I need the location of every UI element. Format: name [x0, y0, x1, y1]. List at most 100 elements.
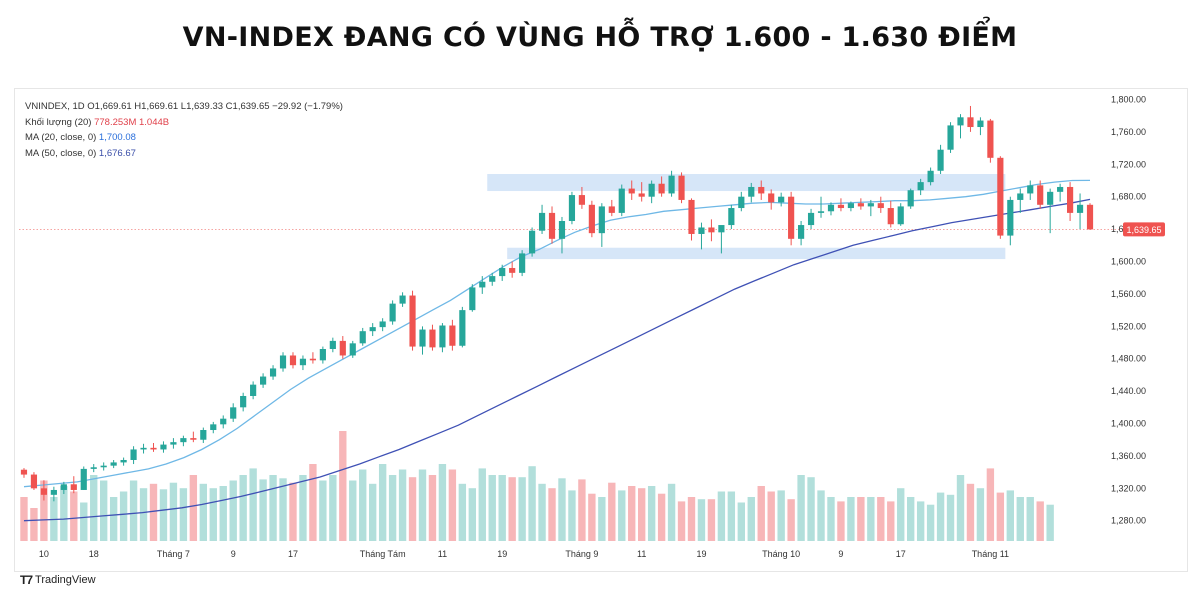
volume-bar	[976, 488, 985, 541]
candle-body	[718, 225, 725, 233]
volume-bar	[727, 491, 736, 541]
volume-bar	[99, 480, 108, 541]
x-tick-label: 19	[696, 549, 706, 559]
tradingview-label: TradingView	[35, 574, 96, 586]
candle-body	[947, 125, 954, 150]
y-tick-label: 1,400.00	[1111, 419, 1146, 429]
volume-bar	[259, 479, 267, 541]
candle-body	[807, 212, 815, 226]
candle-body	[548, 212, 556, 239]
candle-body	[618, 188, 625, 213]
candle-body	[558, 221, 566, 239]
tradingview-watermark[interactable]: T7 TradingView	[20, 573, 96, 587]
candle-body	[578, 195, 585, 205]
x-tick-label: 17	[288, 549, 298, 559]
volume-bar	[349, 480, 357, 541]
volume-bar	[129, 480, 138, 541]
volume-bar	[90, 475, 98, 541]
volume-bar	[1026, 497, 1034, 541]
candle-body	[538, 212, 546, 231]
y-tick-label: 1,280.00	[1111, 516, 1146, 526]
volume-bar	[936, 492, 945, 541]
volume-bar	[418, 469, 427, 541]
x-tick-label: Tháng 11	[972, 549, 1009, 559]
candle-body	[648, 183, 655, 197]
candle-body	[200, 430, 207, 440]
candle-body	[628, 188, 635, 194]
candle-body	[688, 199, 695, 234]
candle-body	[359, 331, 366, 344]
x-tick-label: 18	[89, 549, 99, 559]
candle-body	[369, 327, 376, 332]
volume-bar	[647, 486, 656, 541]
volume-bar	[478, 468, 486, 541]
volume-bar	[488, 475, 496, 541]
volume-bar	[368, 483, 377, 541]
volume-bar	[747, 497, 755, 541]
volume-bar	[807, 477, 815, 541]
candle-body	[1076, 204, 1084, 213]
volume-bar	[329, 475, 337, 541]
candle-body	[798, 225, 805, 239]
legend-ma50: MA (50, close, 0) 1,676.67	[25, 146, 343, 162]
volume-bar	[837, 501, 845, 541]
candle-body	[519, 253, 526, 273]
candlestick-chart[interactable]: 1,800.001,760.001,720.001,680.001,640.00…	[15, 89, 1187, 571]
volume-bar	[229, 480, 237, 541]
candle-body	[190, 438, 197, 440]
volume-bar	[289, 482, 297, 541]
volume-bar	[598, 497, 606, 541]
candle-body	[60, 484, 67, 490]
y-tick-label: 1,320.00	[1111, 483, 1146, 493]
candle-body	[1067, 186, 1074, 213]
volume-bar	[139, 488, 148, 541]
volume-bar	[857, 497, 865, 541]
x-tick-label: Tháng 10	[762, 549, 800, 559]
volume-bar	[219, 486, 227, 541]
volume-bar	[70, 491, 78, 541]
volume-bar	[109, 497, 118, 541]
candle-body	[668, 175, 675, 194]
candle-body	[250, 384, 257, 396]
candle-body	[469, 287, 476, 311]
y-tick-label: 1,560.00	[1111, 289, 1146, 299]
candle-body	[260, 376, 267, 385]
volume-bar	[428, 475, 437, 541]
y-tick-label: 1,800.00	[1111, 94, 1146, 104]
candle-body	[529, 230, 536, 254]
candle-body	[30, 474, 38, 489]
volume-bar	[119, 491, 128, 541]
candle-body	[837, 204, 845, 209]
candle-body	[449, 325, 456, 346]
x-tick-label: 17	[896, 549, 906, 559]
candle-body	[588, 204, 595, 234]
candle-body	[598, 206, 605, 234]
candle-body	[230, 407, 237, 419]
candle-body	[100, 465, 107, 468]
y-tick-label: 1,520.00	[1111, 321, 1146, 331]
volume-bar	[319, 480, 327, 541]
legend-ohlc: VNINDEX, 1D O1,669.61 H1,669.61 L1,639.3…	[25, 99, 343, 115]
volume-bar	[847, 497, 855, 541]
candle-body	[698, 227, 705, 234]
legend-volume: Khối lượng (20) 778.253M 1.044B	[25, 115, 343, 131]
volume-bar	[159, 489, 168, 541]
y-tick-label: 1,360.00	[1111, 451, 1146, 461]
volume-bar	[588, 493, 596, 541]
volume-bar	[568, 490, 576, 541]
candle-body	[240, 395, 247, 408]
tradingview-logo-icon: T7	[20, 573, 33, 587]
volume-bar	[618, 490, 626, 541]
chart-legend: VNINDEX, 1D O1,669.61 H1,669.61 L1,639.3…	[25, 99, 343, 161]
volume-bar	[757, 486, 765, 541]
y-tick-label: 1,480.00	[1111, 354, 1146, 364]
candle-body	[827, 204, 835, 212]
candle-body	[409, 295, 416, 347]
candle-body	[817, 211, 825, 213]
volume-bar	[80, 502, 88, 541]
candle-body	[987, 120, 994, 158]
candle-body	[429, 329, 436, 348]
candle-body	[419, 329, 426, 347]
volume-bar	[359, 469, 367, 541]
candle-body	[389, 303, 396, 322]
